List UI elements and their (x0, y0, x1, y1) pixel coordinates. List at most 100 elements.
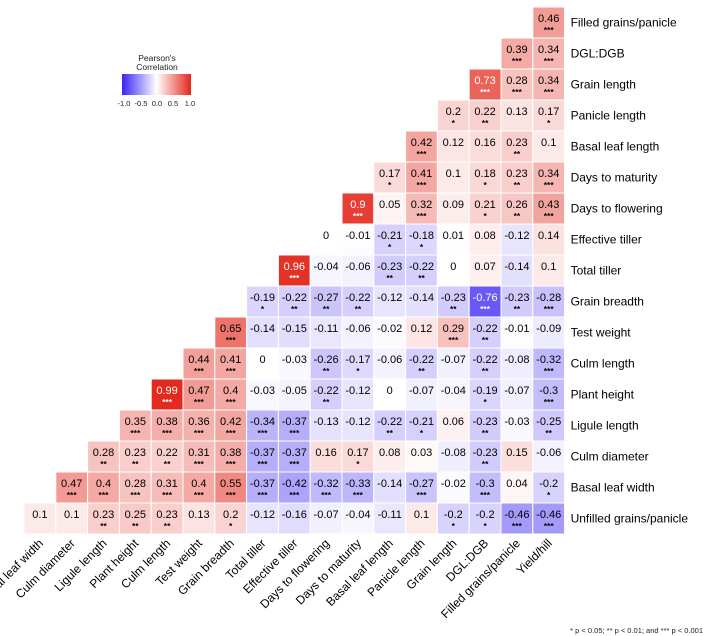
heatmap-cell (468, 192, 502, 225)
heatmap-cell (150, 378, 184, 411)
heatmap-cell (500, 378, 534, 411)
cell-significance-label: * (420, 428, 424, 438)
cell-value-label: 0.08 (474, 230, 495, 242)
cell-value-label: -0.06 (377, 354, 402, 366)
heatmap-cell (405, 409, 438, 442)
cell-significance-label: ** (482, 459, 489, 469)
cell-value-label: 0 (450, 261, 456, 273)
cell-significance-label: * (452, 521, 456, 531)
heatmap-cell (373, 347, 407, 380)
legend-colorbar (122, 74, 191, 95)
cell-significance-label: *** (99, 490, 110, 500)
heatmap-cell (277, 409, 311, 442)
cell-significance-label: *** (544, 87, 555, 97)
cell-value-label: 0.4 (96, 478, 111, 490)
heatmap-cell (405, 502, 438, 535)
heatmap-cell (373, 471, 407, 504)
row-label: Ligule length (571, 419, 639, 433)
cell-value-label: 0.13 (506, 106, 527, 118)
cell-value-label: 0.41 (220, 354, 241, 366)
cell-value-label: -0.13 (314, 416, 339, 428)
heatmap-cell (468, 347, 502, 380)
cell-value-label: 0.47 (61, 478, 82, 490)
cell-significance-label: *** (194, 397, 205, 407)
cell-value-label: -0.12 (377, 292, 402, 304)
heatmap-cell (246, 502, 279, 535)
cell-significance-label: *** (194, 428, 205, 438)
cell-significance-label: *** (480, 87, 491, 97)
cell-value-label: 0.4 (191, 478, 206, 490)
cell-significance-label: ** (482, 366, 489, 376)
row-labels: Filled grains/panicle DGL:DGB Grain length… (571, 16, 689, 526)
heatmap-cell (532, 192, 566, 225)
cell-significance-label: ** (482, 335, 489, 345)
column-label: Yield/hill (514, 536, 555, 577)
heatmap-cell (532, 6, 566, 39)
heatmap-cell (182, 440, 216, 473)
cell-value-label: 0.14 (538, 230, 559, 242)
row-label: Days to maturity (571, 171, 658, 185)
cell-value-label: 0.2 (223, 509, 238, 521)
cell-value-label: 0.23 (93, 509, 114, 521)
cell-significance-label: ** (323, 304, 330, 314)
cell-value-label: -0.22 (473, 354, 498, 366)
cell-significance-label: * (483, 211, 487, 221)
cell-significance-label: ** (386, 273, 393, 283)
heatmap-cell (500, 254, 534, 287)
cell-value-label: -0.22 (409, 261, 434, 273)
heatmap-cell (436, 316, 470, 349)
cell-value-label: -0.22 (409, 354, 434, 366)
row-label: Grain breadth (571, 295, 644, 309)
cell-significance-label: * (547, 490, 551, 500)
row-label: Test weight (571, 326, 632, 340)
cell-value-label: 0.99 (156, 385, 177, 397)
cell-value-label: -0.07 (409, 385, 434, 397)
cell-value-label: 0.42 (220, 416, 241, 428)
cell-value-label: 0 (387, 385, 393, 397)
cell-value-label: 0.16 (474, 137, 495, 149)
cell-value-label: 0.18 (474, 168, 495, 180)
cell-value-label: 0.23 (506, 137, 527, 149)
cell-significance-label: *** (480, 490, 491, 500)
cell-value-label: 0.07 (474, 261, 495, 273)
cell-significance-label: *** (512, 521, 523, 531)
cell-value-label: 0.32 (411, 199, 432, 211)
cell-value-label: -0.19 (250, 292, 275, 304)
heatmap-cell (309, 471, 343, 504)
cell-value-label: -0.09 (536, 323, 561, 335)
heatmap-cell (182, 409, 216, 442)
heatmap-cell (532, 99, 566, 132)
heatmap-cell (405, 378, 438, 411)
heatmap-cell (436, 161, 470, 194)
cell-value-label: -0.37 (250, 447, 275, 459)
cell-value-label: 0.38 (220, 447, 241, 459)
cell-value-label: -0.14 (250, 323, 275, 335)
heatmap-cell (246, 316, 279, 349)
row-label: Basal leaf length (571, 140, 660, 154)
cell-value-label: -0.03 (504, 416, 529, 428)
heatmap-cell (118, 471, 152, 504)
cell-value-label: -0.08 (504, 354, 529, 366)
heatmap-cell (500, 130, 534, 163)
cell-significance-label: *** (544, 180, 555, 190)
cell-value-label: 0.08 (379, 447, 400, 459)
heatmap-cell (214, 409, 248, 442)
cell-value-label: -0.07 (441, 354, 466, 366)
cell-value-label: -0.02 (377, 323, 402, 335)
heatmap-cell (468, 254, 502, 287)
cell-value-label: -0.32 (314, 478, 339, 490)
heatmap-cell (309, 316, 343, 349)
cell-value-label: -0.06 (345, 323, 370, 335)
row-label: Basal leaf width (571, 481, 655, 495)
heatmap-cell (373, 316, 407, 349)
cell-significance-label: *** (162, 490, 173, 500)
cell-value-label: -0.46 (504, 509, 529, 521)
heatmap-cell (373, 378, 407, 411)
heatmap-cell (341, 347, 375, 380)
cell-value-label: 0.28 (125, 478, 146, 490)
cell-significance-label: ** (482, 428, 489, 438)
cell-value-label: 0.25 (125, 509, 146, 521)
cell-value-label: -0.12 (345, 385, 370, 397)
cell-value-label: -0.01 (504, 323, 529, 335)
cell-value-label: 0.9 (350, 199, 365, 211)
